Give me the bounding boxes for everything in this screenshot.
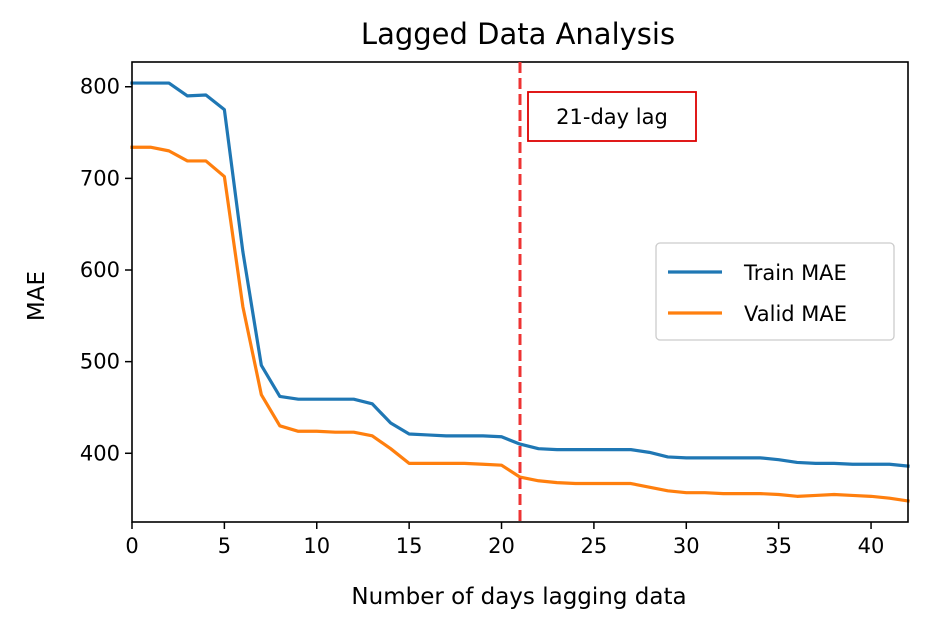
- y-tick-label: 600: [80, 258, 120, 282]
- annotation-box: [527, 91, 697, 142]
- annotation-group: 21-day lag: [518, 62, 697, 522]
- x-tick-label: 30: [673, 534, 700, 558]
- y-tick-label: 800: [80, 75, 120, 99]
- legend: Train MAE Valid MAE: [655, 242, 895, 341]
- x-axis-ticks: 0 5 10 15 20 25 30 35 40: [125, 522, 884, 558]
- y-tick-label: 700: [80, 166, 120, 190]
- x-tick-label: 10: [303, 534, 330, 558]
- x-tick-label: 25: [581, 534, 608, 558]
- y-tick-label: 500: [80, 350, 120, 374]
- y-axis-label: MAE: [24, 271, 50, 321]
- legend-box: [655, 242, 895, 341]
- x-tick-label: 5: [218, 534, 231, 558]
- x-tick-label: 15: [396, 534, 423, 558]
- annotation-label: 21-day lag: [556, 105, 668, 129]
- series-line-valid-mae: [130, 145, 910, 503]
- y-axis-ticks: 400 500 600 700 800: [80, 75, 132, 465]
- x-tick-label: 40: [858, 534, 885, 558]
- series-line-train-mae: [130, 81, 910, 468]
- legend-label-valid-mae: Valid MAE: [744, 302, 847, 326]
- x-tick-label: 35: [765, 534, 792, 558]
- x-tick-label: 20: [488, 534, 515, 558]
- x-tick-label: 0: [125, 534, 138, 558]
- x-axis-label: Number of days lagging data: [351, 584, 686, 610]
- chart-title: Lagged Data Analysis: [361, 17, 675, 51]
- legend-label-train-mae: Train MAE: [743, 261, 847, 285]
- y-tick-label: 400: [80, 441, 120, 465]
- plot-area: [130, 81, 910, 503]
